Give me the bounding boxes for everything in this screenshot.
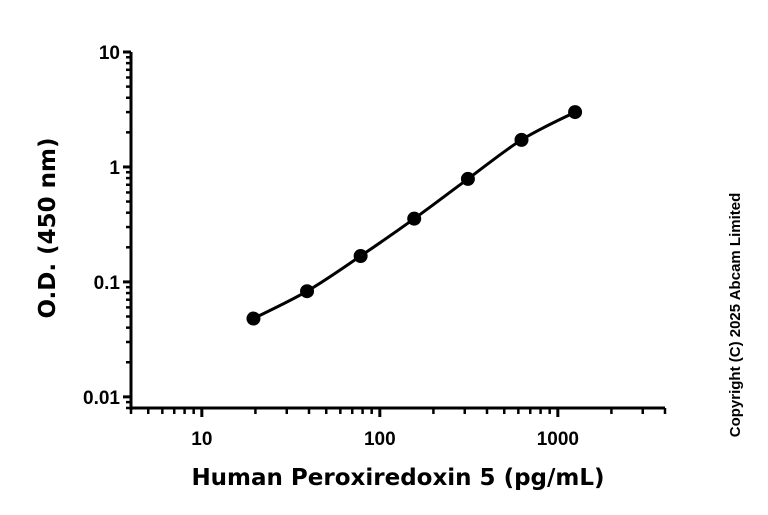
y-tick-label: 0.01 xyxy=(83,388,120,409)
y-tick-label: 1 xyxy=(109,158,120,179)
copyright-notice: Copyright (C) 2025 Abcam Limited xyxy=(727,193,744,437)
data-point-marker xyxy=(407,211,422,226)
data-point-marker xyxy=(300,284,315,299)
x-tick-label: 10 xyxy=(191,429,212,450)
data-point-marker xyxy=(568,105,583,120)
data-point-marker xyxy=(246,311,261,326)
data-point-marker xyxy=(353,249,368,264)
y-tick-label: 0.1 xyxy=(94,273,121,294)
x-tick-label: 1000 xyxy=(537,429,579,450)
data-point-marker xyxy=(514,132,529,147)
x-axis: 10 100 1000 xyxy=(129,406,667,450)
x-tick-label: 100 xyxy=(364,429,396,450)
x-axis-title: Human Peroxiredoxin 5 (pg/mL) xyxy=(191,465,604,491)
y-axis: 0.01 0.1 1 10 xyxy=(83,43,133,410)
data-points xyxy=(246,105,583,326)
y-axis-title: O.D. (450 nm) xyxy=(35,137,61,318)
y-tick-label: 10 xyxy=(99,43,120,64)
data-point-marker xyxy=(460,171,475,186)
